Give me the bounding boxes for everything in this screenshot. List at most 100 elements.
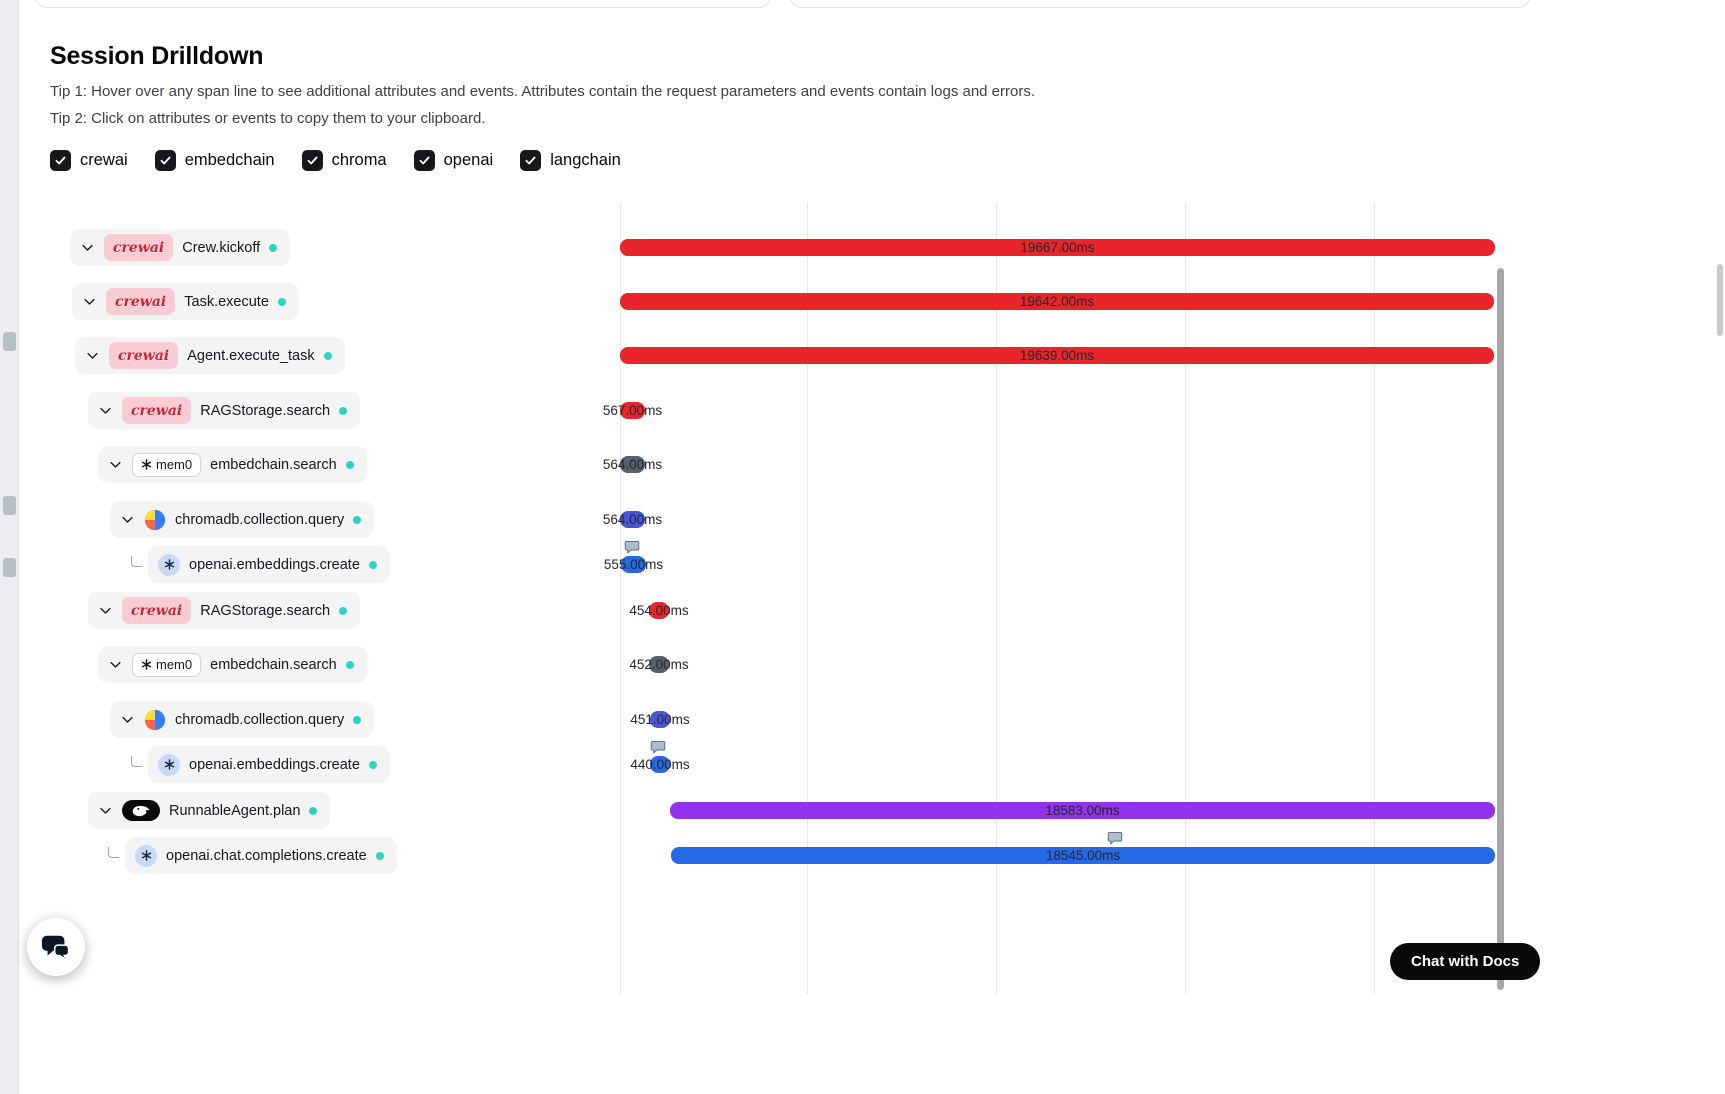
left-edge-panel bbox=[0, 0, 19, 1094]
chart-scrollbar-thumb[interactable] bbox=[1497, 268, 1504, 990]
filter-langchain[interactable]: langchain bbox=[520, 150, 621, 171]
filter-label: embedchain bbox=[184, 151, 275, 169]
status-dot bbox=[277, 297, 286, 306]
status-dot bbox=[368, 760, 377, 769]
status-dot bbox=[323, 351, 332, 360]
checkbox-checked-icon[interactable] bbox=[413, 150, 435, 171]
span-duration-bar[interactable]: 19642.00ms bbox=[620, 293, 1494, 310]
span-duration-bar[interactable]: 19667.00ms bbox=[620, 239, 1495, 256]
status-dot bbox=[269, 243, 278, 252]
span-row-pill[interactable]: mem0 embedchain.search bbox=[98, 646, 367, 683]
span-name: RAGStorage.search bbox=[200, 402, 331, 419]
mem0-logo-icon: mem0 bbox=[132, 652, 202, 677]
elbow-connector bbox=[108, 847, 119, 858]
filter-openai[interactable]: openai bbox=[413, 150, 494, 171]
chevron-down-icon[interactable] bbox=[108, 657, 123, 672]
span-duration-bar[interactable]: 454.00ms bbox=[629, 602, 689, 619]
crewai-logo-icon: crewai bbox=[122, 397, 192, 424]
status-dot bbox=[345, 660, 354, 669]
span-duration-bar[interactable]: 19639.00ms bbox=[620, 347, 1494, 364]
span-row-pill[interactable]: chromadb.collection.query bbox=[110, 501, 375, 538]
checkbox-checked-icon[interactable] bbox=[50, 150, 71, 171]
span-row-pill[interactable]: crewai RAGStorage.search bbox=[88, 592, 361, 629]
openai-logo-icon bbox=[135, 844, 157, 867]
page-title: Session Drilldown bbox=[50, 42, 264, 70]
event-bubble-icon[interactable] bbox=[649, 739, 667, 756]
chevron-down-icon[interactable] bbox=[82, 294, 97, 309]
span-row-pill[interactable]: mem0 embedchain.search bbox=[98, 446, 367, 483]
span-row-pill[interactable]: openai.embeddings.create bbox=[148, 746, 390, 783]
span-row-pill[interactable]: crewai Agent.execute_task bbox=[75, 337, 345, 374]
crewai-logo-icon: crewai bbox=[106, 288, 176, 315]
filter-label: crewai bbox=[80, 151, 128, 169]
chroma-logo-icon bbox=[144, 509, 166, 531]
crewai-logo-icon: crewai bbox=[109, 342, 179, 369]
status-dot bbox=[368, 560, 377, 569]
duration-label: 564.00ms bbox=[602, 457, 663, 472]
duration-label: 18583.00ms bbox=[1045, 803, 1120, 818]
span-duration-bar[interactable]: 440.00ms bbox=[630, 756, 690, 773]
chevron-down-icon[interactable] bbox=[80, 240, 95, 255]
span-duration-bar[interactable]: 555.00ms bbox=[604, 556, 663, 573]
checkbox-checked-icon[interactable] bbox=[301, 150, 323, 171]
crewai-logo-icon: crewai bbox=[122, 597, 192, 624]
span-row-pill[interactable]: RunnableAgent.plan bbox=[88, 792, 331, 829]
checkbox-checked-icon[interactable] bbox=[154, 150, 176, 171]
status-dot bbox=[339, 606, 348, 615]
page-scrollbar-thumb[interactable] bbox=[1717, 264, 1723, 336]
chevron-down-icon[interactable] bbox=[98, 603, 113, 618]
filter-label: chroma bbox=[331, 151, 387, 169]
duration-label: 19667.00ms bbox=[1020, 240, 1095, 255]
duration-label: 452.00ms bbox=[629, 657, 689, 672]
span-name: Crew.kickoff bbox=[182, 239, 261, 256]
checkbox-checked-icon[interactable] bbox=[520, 150, 542, 171]
chevron-down-icon[interactable] bbox=[120, 512, 135, 527]
span-row-pill[interactable]: openai.embeddings.create bbox=[148, 546, 390, 583]
chat-widget-button[interactable] bbox=[27, 918, 85, 976]
span-duration-bar[interactable]: 18545.00ms bbox=[671, 847, 1495, 864]
span-name: chromadb.collection.query bbox=[175, 711, 345, 728]
span-name: openai.chat.completions.create bbox=[166, 847, 367, 864]
duration-label: 451.00ms bbox=[630, 712, 690, 727]
openai-logo-icon bbox=[158, 553, 180, 576]
tip-1-text: Tip 1: Hover over any span line to see a… bbox=[50, 83, 1036, 100]
span-row-pill[interactable]: crewai Task.execute bbox=[72, 283, 299, 320]
left-strip-icon bbox=[3, 332, 16, 351]
timeline-gridline bbox=[1374, 203, 1375, 994]
span-name: embedchain.search bbox=[210, 456, 337, 473]
span-duration-bar[interactable]: 564.00ms bbox=[603, 511, 662, 528]
chevron-down-icon[interactable] bbox=[108, 457, 123, 472]
status-dot bbox=[345, 460, 354, 469]
chevron-down-icon[interactable] bbox=[98, 403, 113, 418]
span-row-pill[interactable]: crewai RAGStorage.search bbox=[88, 392, 361, 429]
chevron-down-icon[interactable] bbox=[85, 348, 100, 363]
filter-label: langchain bbox=[550, 151, 621, 169]
status-dot bbox=[353, 715, 362, 724]
filter-crewai[interactable]: crewai bbox=[50, 150, 128, 171]
chevron-down-icon[interactable] bbox=[98, 803, 113, 818]
event-bubble-icon[interactable] bbox=[623, 539, 641, 556]
chevron-down-icon[interactable] bbox=[120, 712, 135, 727]
chat-with-docs-button[interactable]: Chat with Docs bbox=[1390, 943, 1541, 980]
span-row-pill[interactable]: openai.chat.completions.create bbox=[125, 837, 397, 874]
span-duration-bar[interactable]: 564.00ms bbox=[603, 456, 662, 473]
filter-embedchain[interactable]: embedchain bbox=[154, 150, 275, 171]
span-row-pill[interactable]: crewai Crew.kickoff bbox=[70, 229, 291, 266]
mem0-logo-icon: mem0 bbox=[132, 452, 202, 477]
elbow-connector bbox=[131, 756, 142, 767]
span-duration-bar[interactable]: 567.00ms bbox=[603, 402, 662, 419]
framework-filter-row: crewai embedchain chroma openai langchain bbox=[50, 150, 621, 171]
span-duration-bar[interactable]: 452.00ms bbox=[629, 656, 689, 673]
span-name: openai.embeddings.create bbox=[189, 556, 360, 573]
openai-logo-icon bbox=[158, 753, 180, 776]
span-duration-bar[interactable]: 451.00ms bbox=[630, 711, 690, 728]
filter-label: openai bbox=[443, 151, 494, 169]
span-row-pill[interactable]: chromadb.collection.query bbox=[110, 701, 375, 738]
span-duration-bar[interactable]: 18583.00ms bbox=[670, 802, 1495, 819]
filter-chroma[interactable]: chroma bbox=[301, 150, 387, 171]
span-name: RunnableAgent.plan bbox=[169, 802, 301, 819]
elbow-connector bbox=[131, 556, 142, 567]
event-bubble-icon[interactable] bbox=[1106, 830, 1124, 847]
timeline-gridline bbox=[996, 203, 997, 994]
